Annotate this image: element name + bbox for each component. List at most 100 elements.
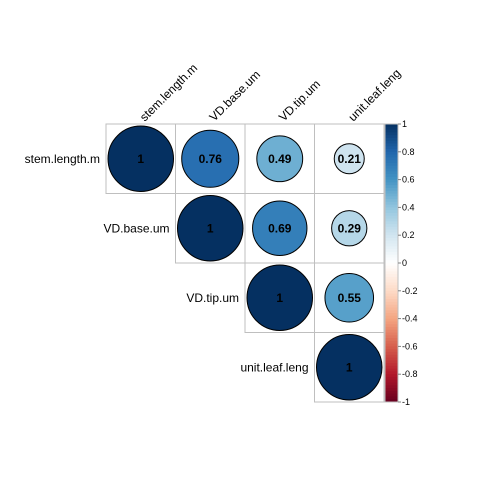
colorbar-segment [385,126,398,131]
colorbar-segment [385,196,398,200]
correlation-circle [316,334,383,401]
colorbar-segment [385,351,398,356]
colorbar-segment [385,151,398,156]
colorbar-tick-label: 0.6 [402,175,415,185]
colorbar-tick-label: -1 [402,397,410,407]
correlation-value: 0.76 [199,152,223,166]
column-label: VD.base.um [206,68,263,125]
correlation-circle [333,143,365,175]
colorbar-segment [385,210,398,214]
colorbar-segment [385,313,398,317]
correlation-value: 1 [346,360,353,374]
colorbar-segment [385,132,398,136]
colorbar-segment [385,346,398,350]
correlation-circle [181,129,240,188]
colorbar-segment [385,243,398,247]
colorbar-segment [385,207,398,211]
colorbar-segment [385,363,398,367]
correlation-value: 0.49 [268,152,292,166]
colorbar-segment [385,249,398,253]
colorbar-segment [385,221,398,225]
row-label: stem.length.m [25,152,100,166]
colorbar-segment [385,385,398,389]
column-labels: stem.length.m VD.base.um VD.tip.um unit.lea… [137,61,404,124]
colorbar-segment [385,193,398,197]
colorbar-tick-label: -0.6 [402,341,418,351]
correlation-circle [246,264,313,331]
colorbar-segment [385,251,398,256]
colorbar-segment [385,310,398,314]
row-label: VD.tip.um [186,291,239,305]
colorbar-segment [385,218,398,222]
colorbar-segment [385,321,398,325]
colorbar-segment [385,124,398,128]
colorbar-tick-label: 1 [402,119,407,129]
colorbar-segment [385,338,398,342]
colorbar-segment [385,279,398,283]
colorbar-tick-label: 0.8 [402,147,415,157]
colorbar-segment [385,182,398,186]
correlation-value: 0.21 [338,152,362,166]
colorbar-segment [385,199,398,203]
colorbar-segment [385,304,398,308]
colorbar-tick-label: 0.4 [402,202,415,212]
colorbar-segment [385,357,398,361]
colorbar-tick-labels: 1 0.8 0.6 0.4 0.2 0 -0.2 -0.4 -0.6 -0.8 -1 [398,119,418,407]
correlation-circle [252,200,308,256]
colorbar-segment [385,168,398,172]
colorbar-segment [385,371,398,375]
correlation-value: 0.55 [338,291,362,305]
colorbar-segment [385,301,398,306]
colorbar-segment [385,260,398,264]
colorbar-segment [385,140,398,144]
colorbar-segment [385,237,398,242]
correlation-value: 0.69 [268,221,292,235]
colorbar-segment [385,376,398,381]
colorbar-segment [385,179,398,183]
colorbar-tick-label: 0.2 [402,230,415,240]
colorbar-segment [385,393,398,397]
colorbar-segment [385,335,398,339]
colorbar-segment [385,285,398,289]
colorbar-segment [385,171,398,175]
correlation-value: 0.29 [338,221,362,235]
colorbar-segment [385,265,398,270]
colorbar-segment [385,137,398,142]
colorbar-segment [385,157,398,161]
colorbar-segment [385,174,398,178]
colorbar-tick-label: -0.2 [402,286,418,296]
colorbar-segment [385,204,398,208]
correlation-value: 1 [276,291,283,305]
colorbar-segment [385,360,398,364]
colorbar-segment [385,146,398,150]
correlation-value: 1 [207,221,214,235]
colorbar [384,123,399,403]
column-label: unit.leaf.leng [345,66,403,124]
colorbar-segment [385,229,398,233]
colorbar-segment [385,343,398,347]
colorbar-segment [385,368,398,372]
colorbar-segment [385,263,398,267]
colorbar-tick-label: -0.8 [402,369,418,379]
colorbar-segment [385,329,398,333]
colorbar-segment [385,224,398,228]
colorbar-segment [385,399,398,403]
correlation-value: 1 [137,152,144,166]
correlation-circle [331,210,368,247]
correlation-value-labels: 1 0.76 0.49 0.21 1 0.69 0.29 1 0.55 1 [137,152,361,375]
colorbar-segment [385,307,398,311]
colorbar-segment [385,135,398,139]
colorbar-segment [385,176,398,181]
colorbar-segment [385,354,398,359]
colorbar-segment [385,299,398,303]
colorbar-segment [385,254,398,258]
correlation-circles [107,125,383,401]
colorbar-segment [385,332,398,336]
colorbar-segment [385,271,398,275]
colorbar-segment [385,165,398,169]
colorbar-segment [385,215,398,220]
colorbar-segment [385,293,398,297]
colorbar-segment [385,296,398,300]
row-label: unit.leaf.leng [240,360,308,374]
